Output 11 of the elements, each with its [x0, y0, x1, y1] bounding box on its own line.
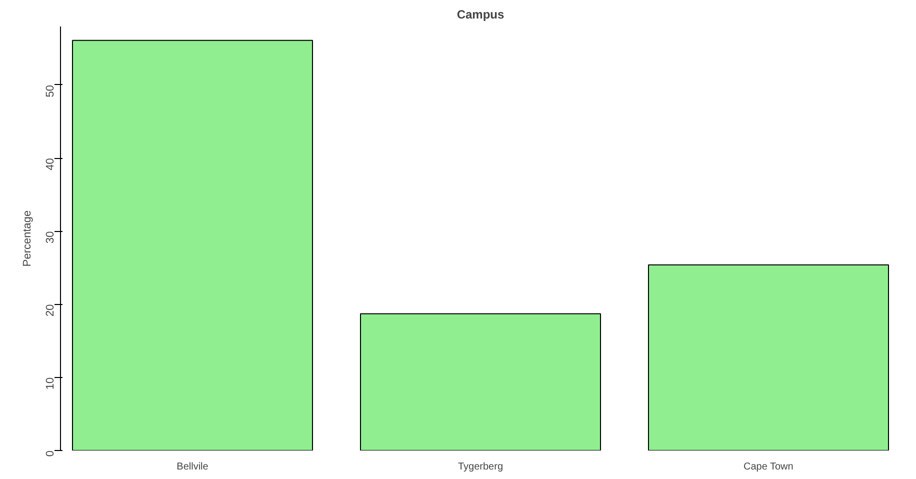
- y-tick-label: 50: [44, 84, 56, 98]
- x-tick-label: Tygerberg: [458, 462, 504, 472]
- y-axis-title: Percentage: [22, 210, 34, 267]
- y-tick-label: 0: [44, 450, 56, 457]
- chart-title: Campus: [456, 8, 504, 22]
- x-tick-label: Cape Town: [743, 462, 794, 472]
- x-tick-label: Bellvile: [176, 462, 209, 472]
- y-tick-label: 20: [44, 304, 56, 317]
- y-tick-label: 30: [44, 231, 56, 244]
- y-tick-label: 40: [44, 158, 56, 170]
- y-tick-label: 10: [44, 377, 56, 390]
